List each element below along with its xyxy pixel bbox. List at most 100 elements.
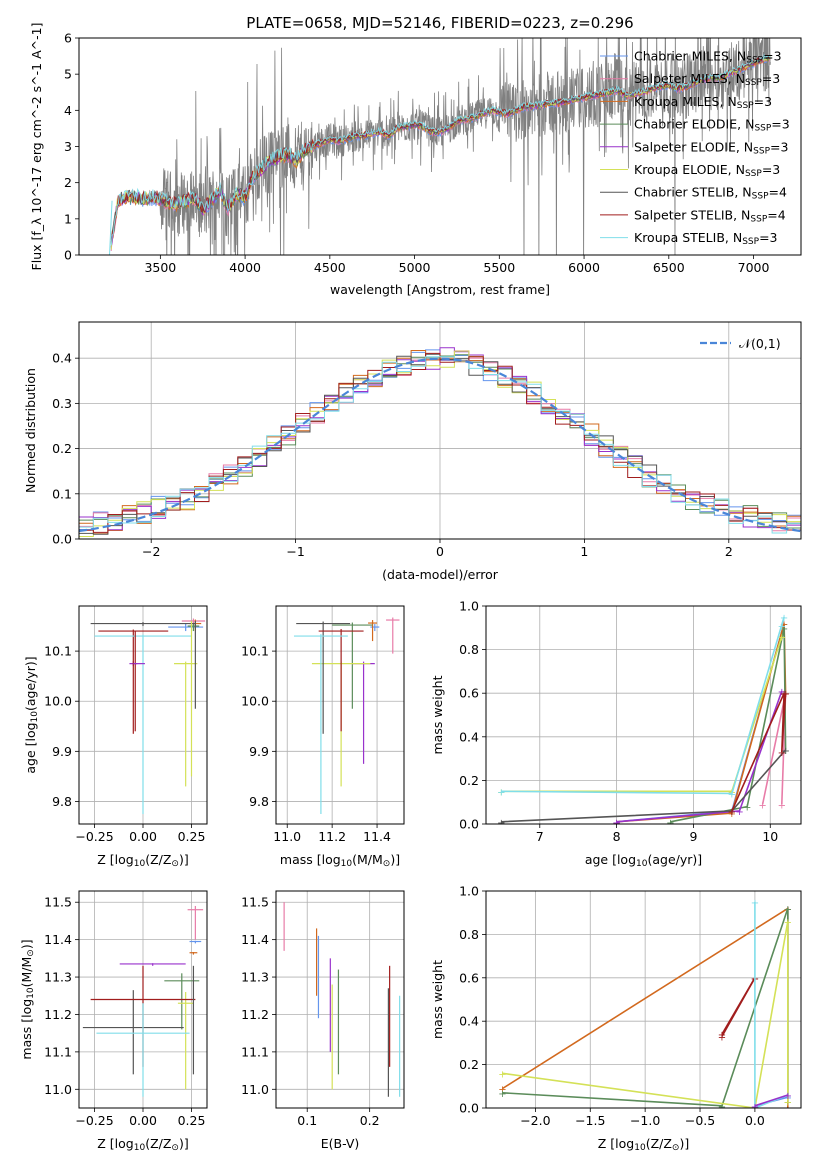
y-tick-label: 0.6 — [459, 970, 479, 985]
legend-label-0: Chabrier MILES, NSSP​=3 — [634, 49, 782, 66]
y-tick-label: 9.9 — [52, 744, 72, 759]
legend-label-6: Chabrier STELIB, NSSP​=4 — [634, 185, 787, 202]
weight-age-point: + — [666, 818, 674, 829]
y-tick-label: 10.1 — [241, 644, 269, 659]
x-tick-label: 6500 — [653, 260, 685, 275]
legend-label-normal: 𝒩(0,1) — [739, 336, 781, 351]
y-tick-label: 0 — [64, 248, 72, 263]
y-tick-label: 11.4 — [44, 932, 72, 947]
y-tick-label: 6 — [64, 31, 72, 46]
y-axis-label: age [log10​(age/yr)] — [23, 656, 40, 773]
weight-age-point: + — [728, 807, 736, 818]
y-tick-label: 11.1 — [241, 1044, 269, 1059]
x-tick-label: 0 — [436, 544, 444, 559]
axes-weight_vs_Z: +++++++++++++++++++++++−2.0 −1.5 −1.0 −0.5 0… — [430, 884, 802, 1153]
y-tick-label: 0.1 — [52, 486, 72, 501]
weight-age-point: + — [612, 818, 620, 829]
y-axis-label: Flux [f_λ 10^-17 erg cm^-2 s^-1 A^-1] — [29, 23, 44, 271]
weight-age-point: + — [778, 633, 786, 644]
weight-age-point: + — [728, 807, 736, 818]
plot-area — [82, 905, 204, 1097]
weight-z-point: + — [784, 1091, 792, 1102]
plot-area — [90, 618, 206, 814]
normal-curve — [79, 357, 801, 533]
x-tick-label: 11.4 — [363, 829, 391, 844]
y-tick-label: 1.0 — [459, 599, 479, 614]
x-tick-label: −0.25 — [75, 829, 113, 844]
y-tick-label: 11.1 — [44, 1044, 72, 1059]
y-tick-label: 0.0 — [52, 532, 72, 547]
weight-z-point: + — [498, 1069, 506, 1080]
plot-area — [283, 902, 401, 1097]
axes-weight_vs_age: ++++++++++++++++++ ++++++++++ +++7 8 9 10 0.0 0… — [430, 599, 802, 869]
y-tick-label: 11.3 — [241, 970, 269, 985]
x-axis-label: E(B-V) — [321, 1136, 360, 1151]
plot-area: +++++++++++++++++++++++ — [498, 898, 792, 1115]
weight-z-point: + — [784, 1097, 792, 1108]
y-tick-label: 11.0 — [241, 1082, 269, 1097]
x-tick-label: −2.0 — [520, 1113, 550, 1128]
y-axis-label: mass [log10​(M/M⊙​)] — [19, 939, 36, 1059]
residual-histogram-8 — [79, 356, 801, 534]
y-tick-label: 0.4 — [52, 351, 72, 366]
weight-z-point: + — [784, 904, 792, 915]
y-tick-label: 11.0 — [44, 1082, 72, 1097]
weight-z-point: + — [498, 1084, 506, 1095]
weight-age-point: + — [780, 613, 788, 624]
x-axis-label: Z [log10​(Z/Z⊙​)] — [598, 1136, 689, 1153]
observed-spectrum — [110, 38, 771, 255]
weight-age-point: + — [735, 807, 743, 818]
x-tick-label: 0.1 — [297, 1113, 317, 1128]
x-tick-label: 8 — [613, 829, 621, 844]
axes-mass_vs_Z: −0.25 0.00 0.25 11.0 11.1 11.2 11.3 11.4 11.5 Z [… — [19, 890, 208, 1153]
y-tick-label: 3 — [64, 139, 72, 154]
weight-z-point: + — [751, 1104, 759, 1115]
weight-age-point: + — [778, 687, 786, 698]
x-tick-label: 0.00 — [129, 1113, 157, 1128]
weight-z-point: + — [784, 1104, 792, 1115]
x-tick-label: 2 — [725, 544, 733, 559]
weight-z-line-4 — [754, 1094, 789, 1107]
axes-residuals: −2 −1 0 1 2 0.0 0.1 0.2 0.3 0.4 (data-model)/error… — [23, 321, 802, 582]
x-tick-label: 0.0 — [745, 1113, 765, 1128]
axes-mass_vs_ebv: 0.1 0.2 11.0 11.1 11.2 11.3 11.4 11.5 E(B-V) — [241, 890, 405, 1151]
y-tick-label: 1 — [64, 211, 72, 226]
x-tick-label: 4000 — [229, 260, 261, 275]
y-tick-label: 10.0 — [44, 694, 72, 709]
x-tick-label: 10 — [762, 829, 778, 844]
plot-area — [293, 617, 400, 814]
chart-title: PLATE=0658, MJD=52146, FIBERID=0223, z=0… — [246, 14, 633, 32]
x-tick-label: 4500 — [314, 260, 346, 275]
y-tick-label: 9.8 — [52, 794, 72, 809]
axes-frame — [275, 605, 405, 825]
y-tick-label: 9.9 — [249, 744, 269, 759]
x-tick-label: 9 — [689, 829, 697, 844]
y-axis-label: mass weight — [430, 675, 445, 754]
weight-age-point: + — [780, 624, 788, 635]
weight-z-point: + — [784, 917, 792, 928]
axes-spectrum: 3500 4000 4500 5000 5500 6000 6500 7000 0 1 2 3 4 5 6 w… — [29, 23, 802, 297]
weight-age-line-7 — [731, 692, 787, 812]
weight-z-point: + — [498, 1089, 506, 1100]
weight-z-line-5 — [502, 921, 789, 1108]
weight-z-point: + — [751, 898, 759, 909]
residual-histogram-7 — [79, 352, 801, 535]
y-tick-label: 11.5 — [241, 895, 269, 910]
y-tick-label: 11.5 — [44, 895, 72, 910]
x-tick-label: 3500 — [144, 260, 176, 275]
weight-age-point: + — [778, 622, 786, 633]
x-tick-label: 1 — [580, 544, 588, 559]
y-tick-label: 11.3 — [44, 970, 72, 985]
legend-label-5: Kroupa ELODIE, NSSP​=3 — [634, 162, 780, 179]
weight-z-point: + — [784, 1097, 792, 1108]
x-tick-label: 5500 — [483, 260, 515, 275]
legend-label-4: Salpeter ELODIE, NSSP​=3 — [634, 139, 788, 156]
model-edge — [109, 200, 113, 255]
weight-age-point: + — [612, 818, 620, 829]
y-tick-label: 9.8 — [249, 794, 269, 809]
y-tick-label: 0.4 — [459, 1014, 479, 1029]
weight-age-point: + — [728, 809, 736, 820]
weight-age-point: + — [778, 748, 786, 759]
weight-age-point: + — [497, 818, 505, 829]
